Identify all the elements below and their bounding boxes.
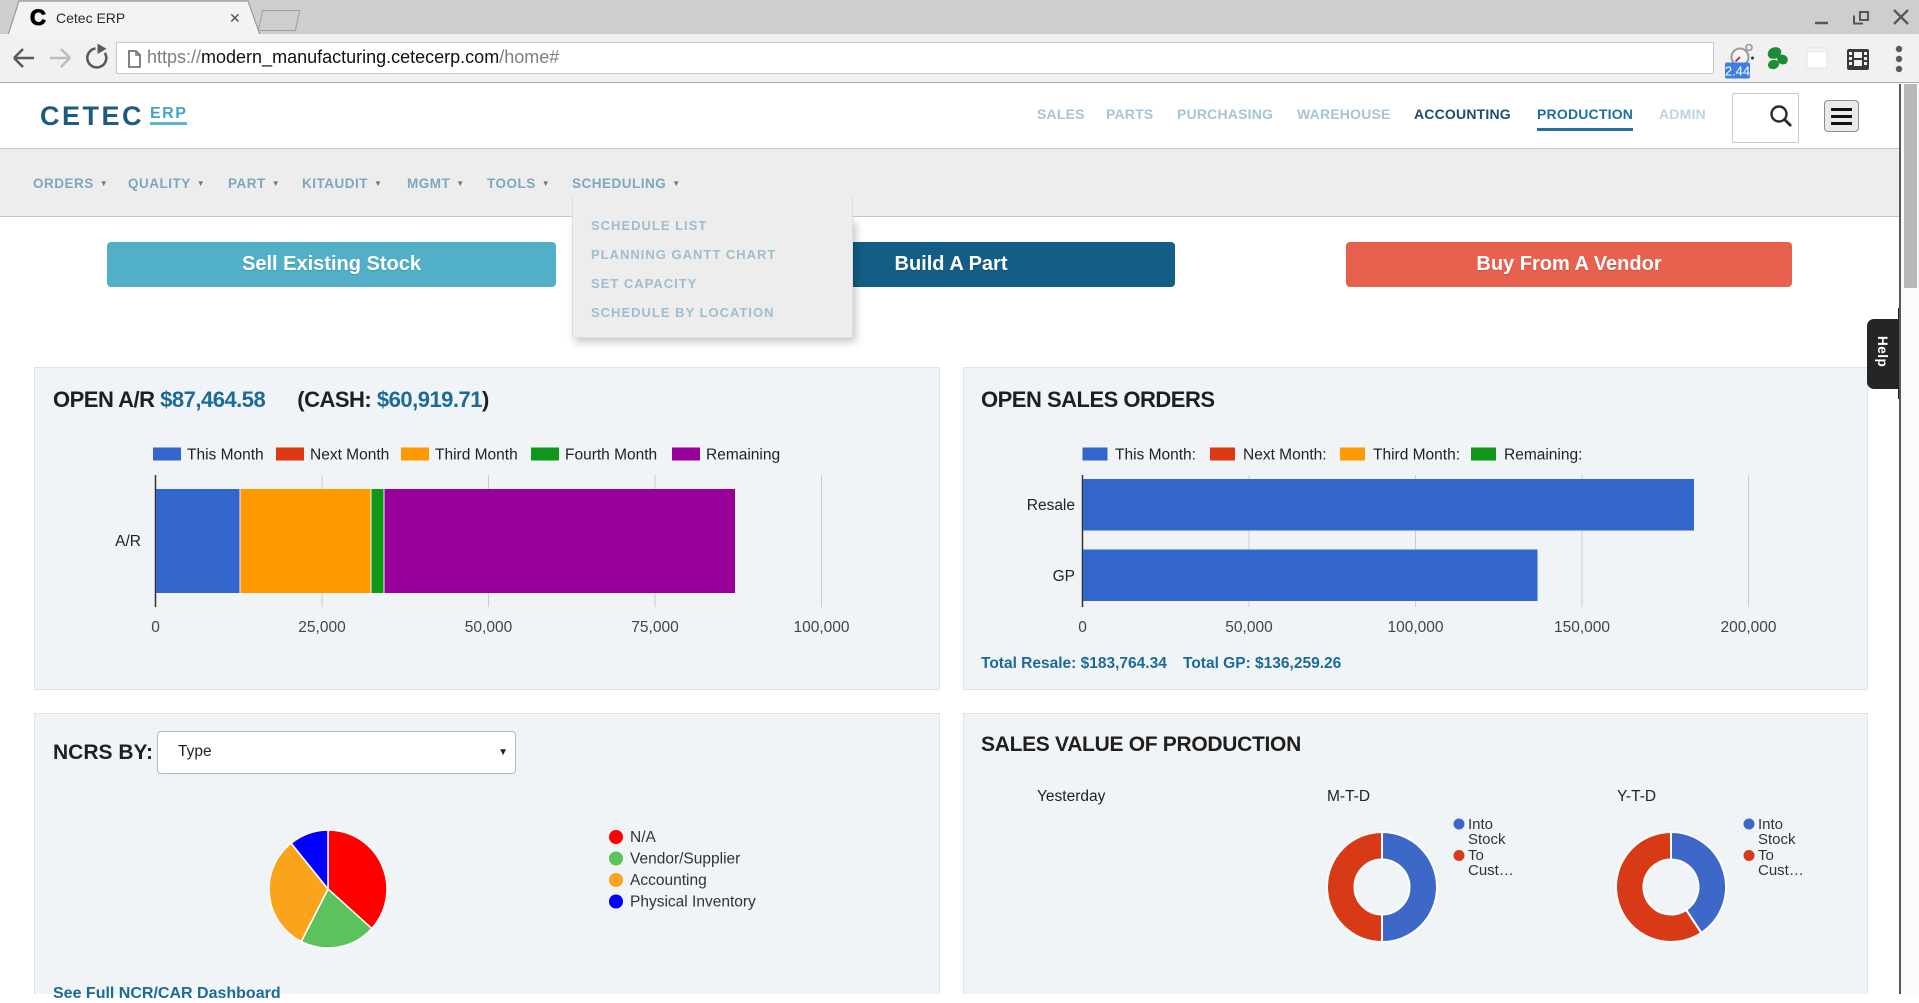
svg-text:GP: GP	[1053, 568, 1075, 585]
svg-text:50,000: 50,000	[1225, 619, 1273, 636]
svg-text:50,000: 50,000	[465, 619, 513, 636]
svg-text:N/A: N/A	[630, 829, 657, 846]
svg-text:150,000: 150,000	[1554, 619, 1610, 636]
svg-text:100,000: 100,000	[1387, 619, 1443, 636]
svg-text:This Month: This Month	[187, 447, 264, 464]
svg-text:Next Month: Next Month	[310, 447, 389, 464]
svg-text:Fourth Month: Fourth Month	[565, 447, 657, 464]
svg-text:To: To	[1758, 847, 1774, 864]
svg-text:Third Month:: Third Month:	[1373, 447, 1460, 464]
svg-text:Vendor/Supplier: Vendor/Supplier	[630, 851, 740, 868]
svg-text:100,000: 100,000	[793, 619, 849, 636]
svg-text:A/R: A/R	[115, 533, 141, 550]
svg-text:Into: Into	[1758, 816, 1783, 833]
svg-text:Next Month:: Next Month:	[1243, 447, 1327, 464]
svg-text:Y-T-D: Y-T-D	[1617, 788, 1656, 805]
svg-text:Stock: Stock	[1468, 831, 1506, 848]
svg-text:M-T-D: M-T-D	[1327, 788, 1370, 805]
svg-text:Resale: Resale	[1027, 497, 1075, 514]
svg-text:200,000: 200,000	[1720, 619, 1776, 636]
svg-text:0: 0	[151, 619, 160, 636]
svg-text:0: 0	[1078, 619, 1087, 636]
svg-text:To: To	[1468, 847, 1484, 864]
svg-text:25,000: 25,000	[298, 619, 346, 636]
svg-text:Remaining:: Remaining:	[1504, 447, 1582, 464]
svg-text:Accounting: Accounting	[630, 872, 707, 889]
svg-text:Third Month: Third Month	[435, 447, 518, 464]
svg-text:2.44: 2.44	[1725, 64, 1750, 79]
svg-text:Cust…: Cust…	[1758, 862, 1804, 879]
svg-text:75,000: 75,000	[631, 619, 679, 636]
svg-text:Into: Into	[1468, 816, 1493, 833]
svg-text:This Month:: This Month:	[1115, 447, 1196, 464]
svg-text:Stock: Stock	[1758, 831, 1796, 848]
svg-text:Yesterday: Yesterday	[1037, 788, 1106, 805]
svg-text:Remaining: Remaining	[706, 447, 780, 464]
svg-text:Cust…: Cust…	[1468, 862, 1514, 879]
svg-text:Physical Inventory: Physical Inventory	[630, 894, 756, 911]
